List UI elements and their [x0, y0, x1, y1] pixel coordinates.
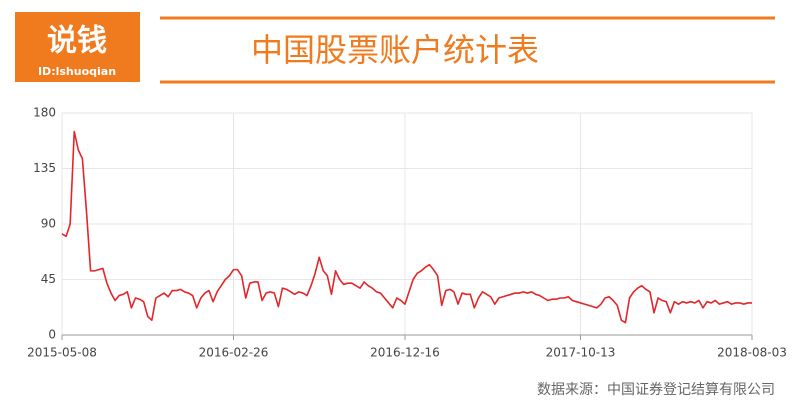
source-note: 数据来源：中国证券登记结算有限公司 [537, 382, 775, 398]
x-tick-label: 2017-10-13 [546, 346, 616, 360]
x-tick-label: 2016-12-16 [370, 346, 440, 360]
x-tick-label: 2018-08-03 [717, 346, 787, 360]
data-line [61, 130, 752, 324]
y-tick-label: 90 [41, 217, 56, 231]
logo-box [15, 12, 140, 82]
x-tick-label: 2016-02-26 [199, 346, 269, 360]
logo-id: ID:lshuoqian [38, 65, 116, 78]
y-tick-label: 0 [48, 328, 56, 342]
chart-title: 中国股票账户统计表 [251, 31, 539, 69]
logo-text: 说钱 [47, 24, 107, 59]
y-tick-label: 45 [41, 272, 56, 286]
x-tick-label: 2015-05-08 [27, 346, 97, 360]
y-tick-label: 180 [33, 106, 56, 120]
y-tick-label: 135 [33, 161, 56, 175]
